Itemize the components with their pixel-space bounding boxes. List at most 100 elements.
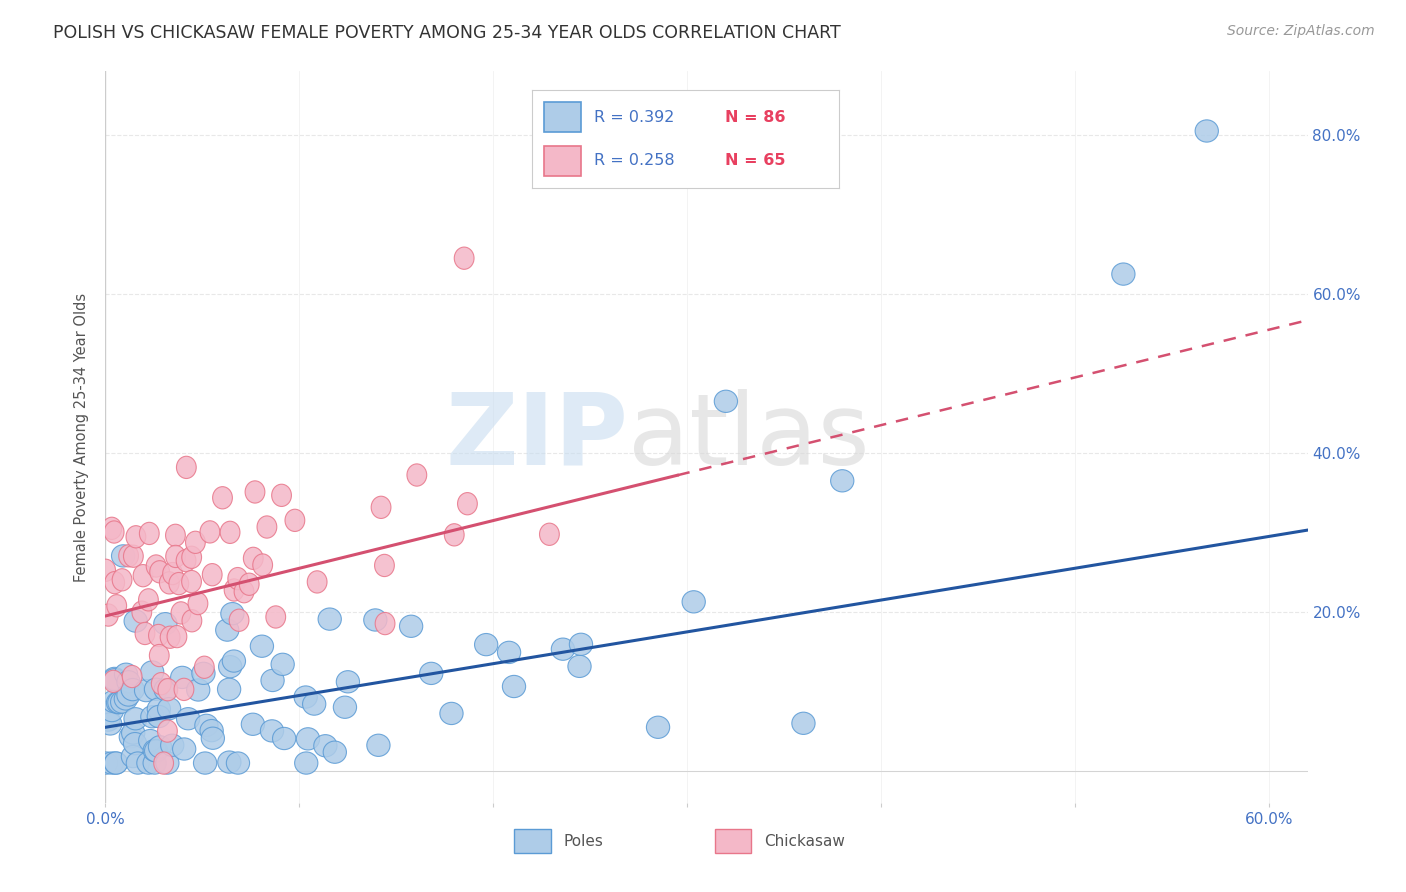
Ellipse shape: [145, 678, 167, 700]
Ellipse shape: [157, 720, 177, 742]
Ellipse shape: [176, 549, 195, 572]
Text: ZIP: ZIP: [446, 389, 628, 485]
Ellipse shape: [105, 572, 125, 594]
Ellipse shape: [257, 516, 277, 538]
Ellipse shape: [124, 732, 146, 755]
Ellipse shape: [118, 545, 138, 567]
Ellipse shape: [149, 736, 172, 758]
Ellipse shape: [139, 730, 162, 752]
Ellipse shape: [121, 679, 145, 701]
Ellipse shape: [406, 464, 427, 486]
Ellipse shape: [375, 613, 395, 635]
Ellipse shape: [181, 570, 201, 592]
Ellipse shape: [177, 707, 200, 730]
Ellipse shape: [224, 579, 245, 601]
Ellipse shape: [218, 678, 240, 700]
Ellipse shape: [336, 671, 360, 693]
Ellipse shape: [226, 752, 250, 774]
Ellipse shape: [371, 496, 391, 518]
Ellipse shape: [399, 615, 423, 638]
Ellipse shape: [97, 709, 120, 731]
Ellipse shape: [96, 559, 115, 582]
Ellipse shape: [647, 716, 669, 739]
Ellipse shape: [117, 671, 141, 693]
Ellipse shape: [682, 591, 706, 613]
Ellipse shape: [108, 691, 131, 714]
Ellipse shape: [200, 720, 224, 742]
Ellipse shape: [145, 739, 167, 762]
Ellipse shape: [135, 623, 155, 645]
Ellipse shape: [831, 470, 853, 492]
Ellipse shape: [139, 589, 159, 611]
Ellipse shape: [181, 609, 202, 632]
Ellipse shape: [124, 545, 143, 567]
Ellipse shape: [294, 686, 318, 708]
Ellipse shape: [1112, 263, 1135, 285]
Ellipse shape: [155, 679, 177, 701]
Ellipse shape: [98, 604, 118, 626]
Ellipse shape: [127, 525, 146, 548]
Ellipse shape: [228, 567, 247, 590]
Ellipse shape: [502, 675, 526, 698]
Ellipse shape: [194, 752, 217, 774]
Ellipse shape: [308, 571, 328, 593]
Ellipse shape: [166, 545, 186, 567]
Ellipse shape: [568, 656, 591, 678]
Ellipse shape: [104, 752, 128, 774]
Ellipse shape: [114, 688, 138, 710]
Ellipse shape: [121, 746, 145, 768]
Ellipse shape: [156, 752, 179, 774]
Ellipse shape: [457, 492, 477, 515]
Ellipse shape: [475, 633, 498, 656]
Ellipse shape: [569, 633, 592, 656]
Ellipse shape: [166, 524, 186, 547]
Ellipse shape: [297, 728, 319, 750]
Ellipse shape: [181, 546, 201, 568]
Ellipse shape: [323, 741, 346, 764]
Ellipse shape: [107, 691, 129, 714]
Ellipse shape: [135, 680, 157, 702]
Ellipse shape: [200, 521, 219, 543]
Ellipse shape: [100, 699, 124, 722]
Ellipse shape: [160, 734, 184, 756]
Ellipse shape: [121, 722, 145, 744]
Ellipse shape: [540, 523, 560, 545]
Ellipse shape: [146, 555, 166, 577]
Ellipse shape: [221, 602, 245, 624]
Ellipse shape: [148, 706, 170, 728]
Ellipse shape: [103, 690, 125, 713]
Ellipse shape: [98, 713, 122, 735]
Ellipse shape: [104, 670, 124, 692]
Ellipse shape: [229, 609, 249, 632]
Ellipse shape: [222, 650, 246, 673]
Ellipse shape: [440, 702, 463, 724]
Ellipse shape: [112, 569, 132, 591]
Text: Source: ZipAtlas.com: Source: ZipAtlas.com: [1227, 24, 1375, 38]
Ellipse shape: [714, 390, 738, 412]
Ellipse shape: [104, 521, 124, 543]
Ellipse shape: [122, 665, 142, 688]
Ellipse shape: [173, 738, 195, 760]
Ellipse shape: [143, 739, 166, 762]
Ellipse shape: [194, 657, 214, 679]
Ellipse shape: [551, 638, 575, 660]
Ellipse shape: [242, 713, 264, 735]
Ellipse shape: [218, 751, 240, 773]
Ellipse shape: [333, 696, 357, 718]
Ellipse shape: [94, 752, 118, 774]
Ellipse shape: [127, 752, 149, 774]
Ellipse shape: [124, 610, 148, 632]
Ellipse shape: [444, 524, 464, 546]
Ellipse shape: [153, 613, 177, 635]
Ellipse shape: [157, 679, 177, 701]
Ellipse shape: [260, 720, 284, 742]
Ellipse shape: [221, 521, 240, 543]
Ellipse shape: [148, 698, 170, 720]
Ellipse shape: [101, 517, 122, 540]
Ellipse shape: [212, 487, 232, 509]
Ellipse shape: [266, 606, 285, 628]
Ellipse shape: [141, 661, 165, 683]
Ellipse shape: [152, 673, 172, 695]
Ellipse shape: [245, 481, 264, 503]
Ellipse shape: [271, 484, 291, 507]
